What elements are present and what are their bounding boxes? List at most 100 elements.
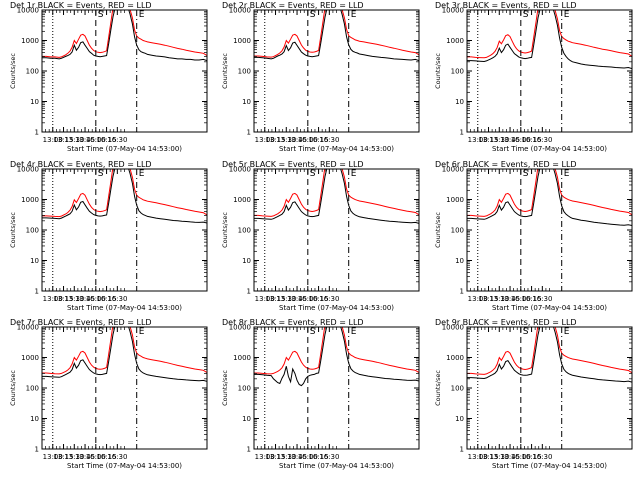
y-tick-label: 10000 — [17, 7, 39, 15]
y-axis-label: Counts/sec — [221, 212, 229, 248]
y-tick-label: 1 — [35, 129, 39, 137]
events-series-line — [254, 169, 419, 224]
x-tick-label: 16:15 — [96, 295, 116, 303]
x-tick-label: 13:15 — [53, 295, 73, 303]
panel-title: Det 7r BLACK = Events, RED = LLD — [10, 318, 152, 327]
y-tick-label: 1000 — [233, 196, 251, 204]
events-series-line — [42, 327, 207, 382]
y-tick-label: 10 — [242, 98, 251, 106]
series-lines — [42, 169, 207, 224]
events-series-line — [467, 169, 632, 226]
y-tick-label: 1 — [460, 446, 464, 454]
plot-frame — [41, 326, 208, 450]
x-tick-label: 13:30 — [64, 136, 84, 144]
x-axis-label: Start Time (07-May-04 14:53:00) — [67, 145, 182, 153]
x-tick-label: 13:45 — [75, 453, 95, 461]
y-tick-label: 1 — [247, 129, 251, 137]
x-axis-label: Start Time (07-May-04 14:53:00) — [279, 145, 394, 153]
x-tick-label: 13:15 — [478, 136, 498, 144]
y-tick-label: 100 — [451, 68, 464, 76]
x-tick-label: 13:15 — [53, 453, 73, 461]
end-marker: E — [564, 169, 570, 179]
x-tick-label: 13:30 — [64, 453, 84, 461]
x-tick-label: 16:30 — [107, 136, 127, 144]
y-axis-label: Counts/sec — [434, 212, 442, 248]
panel-title: Det 8r BLACK = Events, RED = LLD — [222, 318, 364, 327]
x-tick-label: 13:15 — [265, 136, 285, 144]
y-axis-label: Counts/sec — [434, 370, 442, 406]
y-tick-label: 10 — [455, 415, 464, 423]
series-lines — [467, 327, 632, 383]
y-tick-label: 1000 — [21, 37, 39, 45]
x-tick-label: 16:00 — [511, 136, 531, 144]
y-axis-label: Counts/sec — [434, 53, 442, 89]
y-tick-label: 10000 — [17, 324, 39, 332]
start-marker: S — [98, 169, 104, 179]
y-axis-label: Counts/sec — [221, 53, 229, 89]
lld-series-line — [254, 327, 419, 375]
panel-title: Det 4r BLACK = Events, RED = LLD — [10, 160, 152, 169]
y-tick-label: 1 — [247, 288, 251, 296]
lld-series-line — [254, 169, 419, 217]
x-tick-label: 16:00 — [298, 295, 318, 303]
y-axis-label: Counts/sec — [9, 212, 17, 248]
y-tick-label: 100 — [26, 385, 39, 393]
x-axis-label: Start Time (07-May-04 14:53:00) — [67, 462, 182, 470]
x-tick-label: 13:15 — [53, 136, 73, 144]
x-tick-label: 13:15 — [478, 453, 498, 461]
x-tick-label: 16:15 — [308, 136, 328, 144]
x-tick-label: 16:30 — [532, 136, 552, 144]
panel-title: Det 9r BLACK = Events, RED = LLD — [435, 318, 577, 327]
x-tick-label: 16:30 — [107, 453, 127, 461]
x-tick-label: 16:30 — [532, 295, 552, 303]
x-tick-label: 16:15 — [96, 453, 116, 461]
y-tick-label: 10000 — [442, 166, 464, 174]
y-tick-label: 100 — [26, 68, 39, 76]
panel-title: Det 6r BLACK = Events, RED = LLD — [435, 160, 577, 169]
series-lines — [254, 169, 419, 224]
start-marker: S — [98, 327, 104, 337]
x-tick-label: 16:15 — [96, 136, 116, 144]
plot-frame — [466, 9, 633, 133]
events-series-line — [254, 10, 419, 62]
panel-title: Det 5r BLACK = Events, RED = LLD — [222, 160, 364, 169]
y-tick-label: 100 — [238, 385, 251, 393]
x-tick-label: 13:30 — [276, 295, 296, 303]
y-tick-label: 10 — [30, 257, 39, 265]
y-tick-label: 1000 — [233, 354, 251, 362]
y-tick-label: 10000 — [229, 166, 251, 174]
x-tick-label: 16:30 — [107, 295, 127, 303]
lld-series-line — [42, 327, 207, 375]
y-axis-label: Counts/sec — [9, 370, 17, 406]
x-tick-label: 13:45 — [287, 136, 307, 144]
x-tick-label: 13:45 — [75, 295, 95, 303]
plot-frame — [41, 9, 208, 133]
events-series-line — [254, 327, 419, 387]
y-axis-label: Counts/sec — [9, 53, 17, 89]
y-tick-label: 10 — [242, 257, 251, 265]
start-marker: S — [98, 10, 104, 20]
start-marker: S — [523, 169, 529, 179]
x-tick-label: 13:00 — [255, 453, 275, 461]
x-tick-label: 13:00 — [468, 136, 488, 144]
x-tick-label: 16:00 — [298, 136, 318, 144]
y-tick-label: 10 — [242, 415, 251, 423]
start-marker: S — [523, 10, 529, 20]
x-tick-label: 16:00 — [511, 453, 531, 461]
y-tick-label: 100 — [451, 227, 464, 235]
x-axis-label: Start Time (07-May-04 14:53:00) — [492, 462, 607, 470]
x-tick-label: 16:30 — [319, 136, 339, 144]
y-tick-label: 10 — [455, 257, 464, 265]
y-tick-label: 1000 — [233, 37, 251, 45]
y-tick-label: 1 — [460, 288, 464, 296]
panel-title: Det 1r BLACK = Events, RED = LLD — [10, 1, 152, 10]
end-marker: E — [564, 327, 570, 337]
x-axis-label: Start Time (07-May-04 14:53:00) — [492, 145, 607, 153]
x-tick-label: 16:00 — [86, 453, 106, 461]
series-lines — [467, 10, 632, 70]
